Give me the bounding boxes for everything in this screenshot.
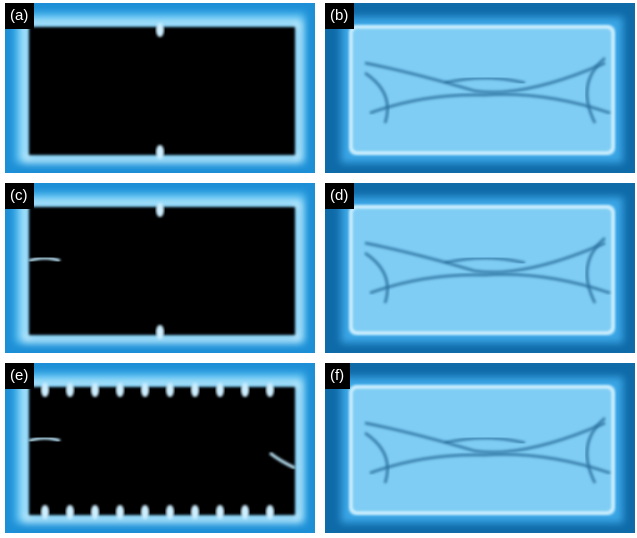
panel-label: (e) — [5, 363, 34, 389]
spot — [191, 505, 199, 519]
spot — [156, 203, 164, 217]
spot — [241, 505, 249, 519]
spot — [41, 383, 49, 397]
spot — [166, 383, 174, 397]
light-region — [349, 385, 615, 515]
image-panel: (e) — [5, 363, 315, 533]
spot — [216, 383, 224, 397]
spot — [91, 505, 99, 519]
spot — [141, 383, 149, 397]
spot — [156, 23, 164, 37]
spot — [116, 383, 124, 397]
spot — [156, 325, 164, 339]
light-region — [349, 25, 615, 155]
spot — [166, 505, 174, 519]
panel-label: (b) — [325, 3, 354, 29]
spot — [266, 505, 274, 519]
panel-image — [5, 183, 315, 353]
image-panel: (f) — [325, 363, 635, 533]
spot — [66, 383, 74, 397]
panel-image — [5, 363, 315, 533]
spot — [66, 505, 74, 519]
dark-region — [29, 387, 295, 515]
spot — [191, 383, 199, 397]
panel-image — [325, 3, 635, 173]
panel-label: (f) — [325, 363, 350, 389]
panel-image — [325, 363, 635, 533]
image-panel: (d) — [325, 183, 635, 353]
spot — [266, 383, 274, 397]
panel-label: (d) — [325, 183, 354, 209]
image-panel: (b) — [325, 3, 635, 173]
spot — [156, 145, 164, 159]
panel-image — [325, 183, 635, 353]
spot — [216, 505, 224, 519]
spot — [141, 505, 149, 519]
panel-image — [5, 3, 315, 173]
image-panel: (a) — [5, 3, 315, 173]
spot — [241, 383, 249, 397]
light-region — [349, 205, 615, 335]
figure: (a) (b) (c) (d) (e) (f) — [0, 0, 637, 535]
dark-region — [29, 27, 295, 155]
spot — [91, 383, 99, 397]
panel-label: (a) — [5, 3, 34, 29]
spot — [116, 505, 124, 519]
image-panel: (c) — [5, 183, 315, 353]
spot — [41, 505, 49, 519]
panel-label: (c) — [5, 183, 34, 209]
dark-region — [29, 207, 295, 335]
